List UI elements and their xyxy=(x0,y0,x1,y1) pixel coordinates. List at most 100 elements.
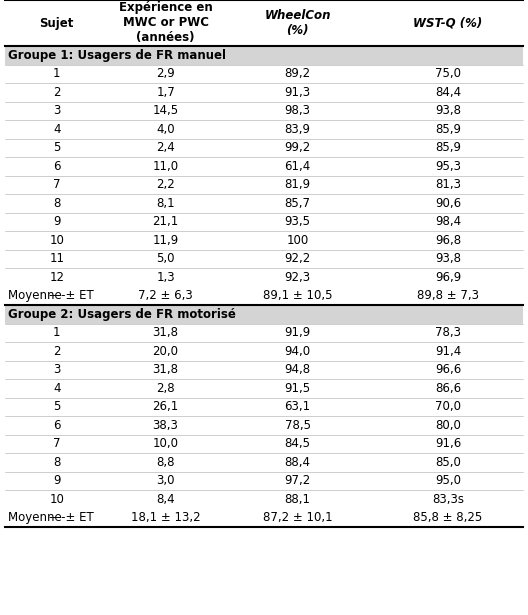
Text: 89,2: 89,2 xyxy=(285,67,311,80)
Text: 87,2 ± 10,1: 87,2 ± 10,1 xyxy=(263,511,333,524)
Text: Moyenne ± ET: Moyenne ± ET xyxy=(8,511,94,524)
Text: 7: 7 xyxy=(53,437,61,450)
Bar xyxy=(5,323,523,342)
Text: 20,0: 20,0 xyxy=(153,345,178,358)
Text: 92,3: 92,3 xyxy=(285,271,311,284)
Text: 61,4: 61,4 xyxy=(285,160,311,173)
Bar xyxy=(5,231,523,250)
Text: Moyenne ± ET: Moyenne ± ET xyxy=(8,289,94,302)
Text: 90,6: 90,6 xyxy=(435,197,461,210)
Text: 83,9: 83,9 xyxy=(285,123,310,136)
Text: 11,9: 11,9 xyxy=(153,234,178,247)
Text: 6: 6 xyxy=(53,419,61,432)
Text: 8,1: 8,1 xyxy=(156,197,175,210)
Bar xyxy=(5,453,523,472)
Text: 2,4: 2,4 xyxy=(156,141,175,154)
Text: 18,1 ± 13,2: 18,1 ± 13,2 xyxy=(131,511,201,524)
Text: 4: 4 xyxy=(53,123,61,136)
Text: 95,0: 95,0 xyxy=(435,474,461,487)
Text: 10: 10 xyxy=(49,493,64,506)
Text: 8: 8 xyxy=(53,197,61,210)
Text: 89,8 ± 7,3: 89,8 ± 7,3 xyxy=(417,289,479,302)
Bar xyxy=(5,416,523,435)
Bar xyxy=(5,120,523,138)
Text: 1: 1 xyxy=(53,326,61,339)
Text: Expérience en
MWC or PWC
(années): Expérience en MWC or PWC (années) xyxy=(119,1,212,44)
Text: 81,9: 81,9 xyxy=(285,178,311,191)
Bar xyxy=(5,397,523,416)
Text: 4: 4 xyxy=(53,382,61,395)
Text: WheelCon
(%): WheelCon (%) xyxy=(265,9,331,37)
Text: 78,5: 78,5 xyxy=(285,419,310,432)
Text: 2,9: 2,9 xyxy=(156,67,175,80)
Text: 10: 10 xyxy=(49,234,64,247)
Text: 91,4: 91,4 xyxy=(435,345,461,358)
Text: 14,5: 14,5 xyxy=(153,105,178,117)
Text: 92,2: 92,2 xyxy=(285,252,311,265)
Text: 96,9: 96,9 xyxy=(435,271,461,284)
Text: 94,0: 94,0 xyxy=(285,345,311,358)
Text: 8,8: 8,8 xyxy=(156,456,175,469)
Bar xyxy=(5,101,523,120)
Text: 7,2 ± 6,3: 7,2 ± 6,3 xyxy=(138,289,193,302)
Bar xyxy=(5,65,523,83)
Bar xyxy=(5,46,523,65)
Text: 93,5: 93,5 xyxy=(285,215,310,228)
Text: 2,8: 2,8 xyxy=(156,382,175,395)
Bar xyxy=(5,509,523,527)
Text: 31,8: 31,8 xyxy=(153,326,178,339)
Text: 91,5: 91,5 xyxy=(285,382,311,395)
Text: 1,7: 1,7 xyxy=(156,85,175,99)
Bar xyxy=(5,213,523,231)
Bar xyxy=(5,0,523,46)
Text: 88,1: 88,1 xyxy=(285,493,310,506)
Text: 91,9: 91,9 xyxy=(285,326,311,339)
Text: 4,0: 4,0 xyxy=(156,123,175,136)
Text: 100: 100 xyxy=(287,234,309,247)
Text: 31,8: 31,8 xyxy=(153,363,178,376)
Text: 11: 11 xyxy=(49,252,64,265)
Text: 95,3: 95,3 xyxy=(435,160,461,173)
Text: 96,6: 96,6 xyxy=(435,363,461,376)
Text: 8: 8 xyxy=(53,456,61,469)
Text: 83,3s: 83,3s xyxy=(432,493,464,506)
Text: 93,8: 93,8 xyxy=(435,252,461,265)
Text: Groupe 2: Usagers de FR motorisé: Groupe 2: Usagers de FR motorisé xyxy=(8,308,236,321)
Text: 5,0: 5,0 xyxy=(156,252,175,265)
Text: 11,0: 11,0 xyxy=(153,160,178,173)
Bar xyxy=(5,360,523,379)
Text: 98,3: 98,3 xyxy=(285,105,310,117)
Text: 2: 2 xyxy=(53,85,61,99)
Bar xyxy=(5,157,523,175)
Text: 3,0: 3,0 xyxy=(156,474,175,487)
Bar xyxy=(5,435,523,453)
Text: 6: 6 xyxy=(53,160,61,173)
Text: 85,0: 85,0 xyxy=(435,456,461,469)
Text: 81,3: 81,3 xyxy=(435,178,461,191)
Bar xyxy=(5,379,523,397)
Text: 85,9: 85,9 xyxy=(435,123,461,136)
Text: 86,6: 86,6 xyxy=(435,382,461,395)
Text: 99,2: 99,2 xyxy=(285,141,311,154)
Text: 12: 12 xyxy=(49,271,64,284)
Text: 93,8: 93,8 xyxy=(435,105,461,117)
Text: 2: 2 xyxy=(53,345,61,358)
Text: 21,1: 21,1 xyxy=(153,215,178,228)
Text: 75,0: 75,0 xyxy=(435,67,461,80)
Text: 8,4: 8,4 xyxy=(156,493,175,506)
Text: 84,5: 84,5 xyxy=(285,437,310,450)
Bar xyxy=(5,194,523,213)
Text: 9: 9 xyxy=(53,474,61,487)
Text: 5: 5 xyxy=(53,141,61,154)
Text: 5: 5 xyxy=(53,400,61,413)
Text: 97,2: 97,2 xyxy=(285,474,311,487)
Text: 85,8 ± 8,25: 85,8 ± 8,25 xyxy=(413,511,483,524)
Text: WST-Q (%): WST-Q (%) xyxy=(413,17,483,30)
Text: 91,6: 91,6 xyxy=(435,437,461,450)
Bar xyxy=(5,250,523,268)
Text: 80,0: 80,0 xyxy=(435,419,461,432)
Text: 1,3: 1,3 xyxy=(156,271,175,284)
Text: 88,4: 88,4 xyxy=(285,456,310,469)
Bar xyxy=(5,138,523,157)
Bar xyxy=(5,342,523,360)
